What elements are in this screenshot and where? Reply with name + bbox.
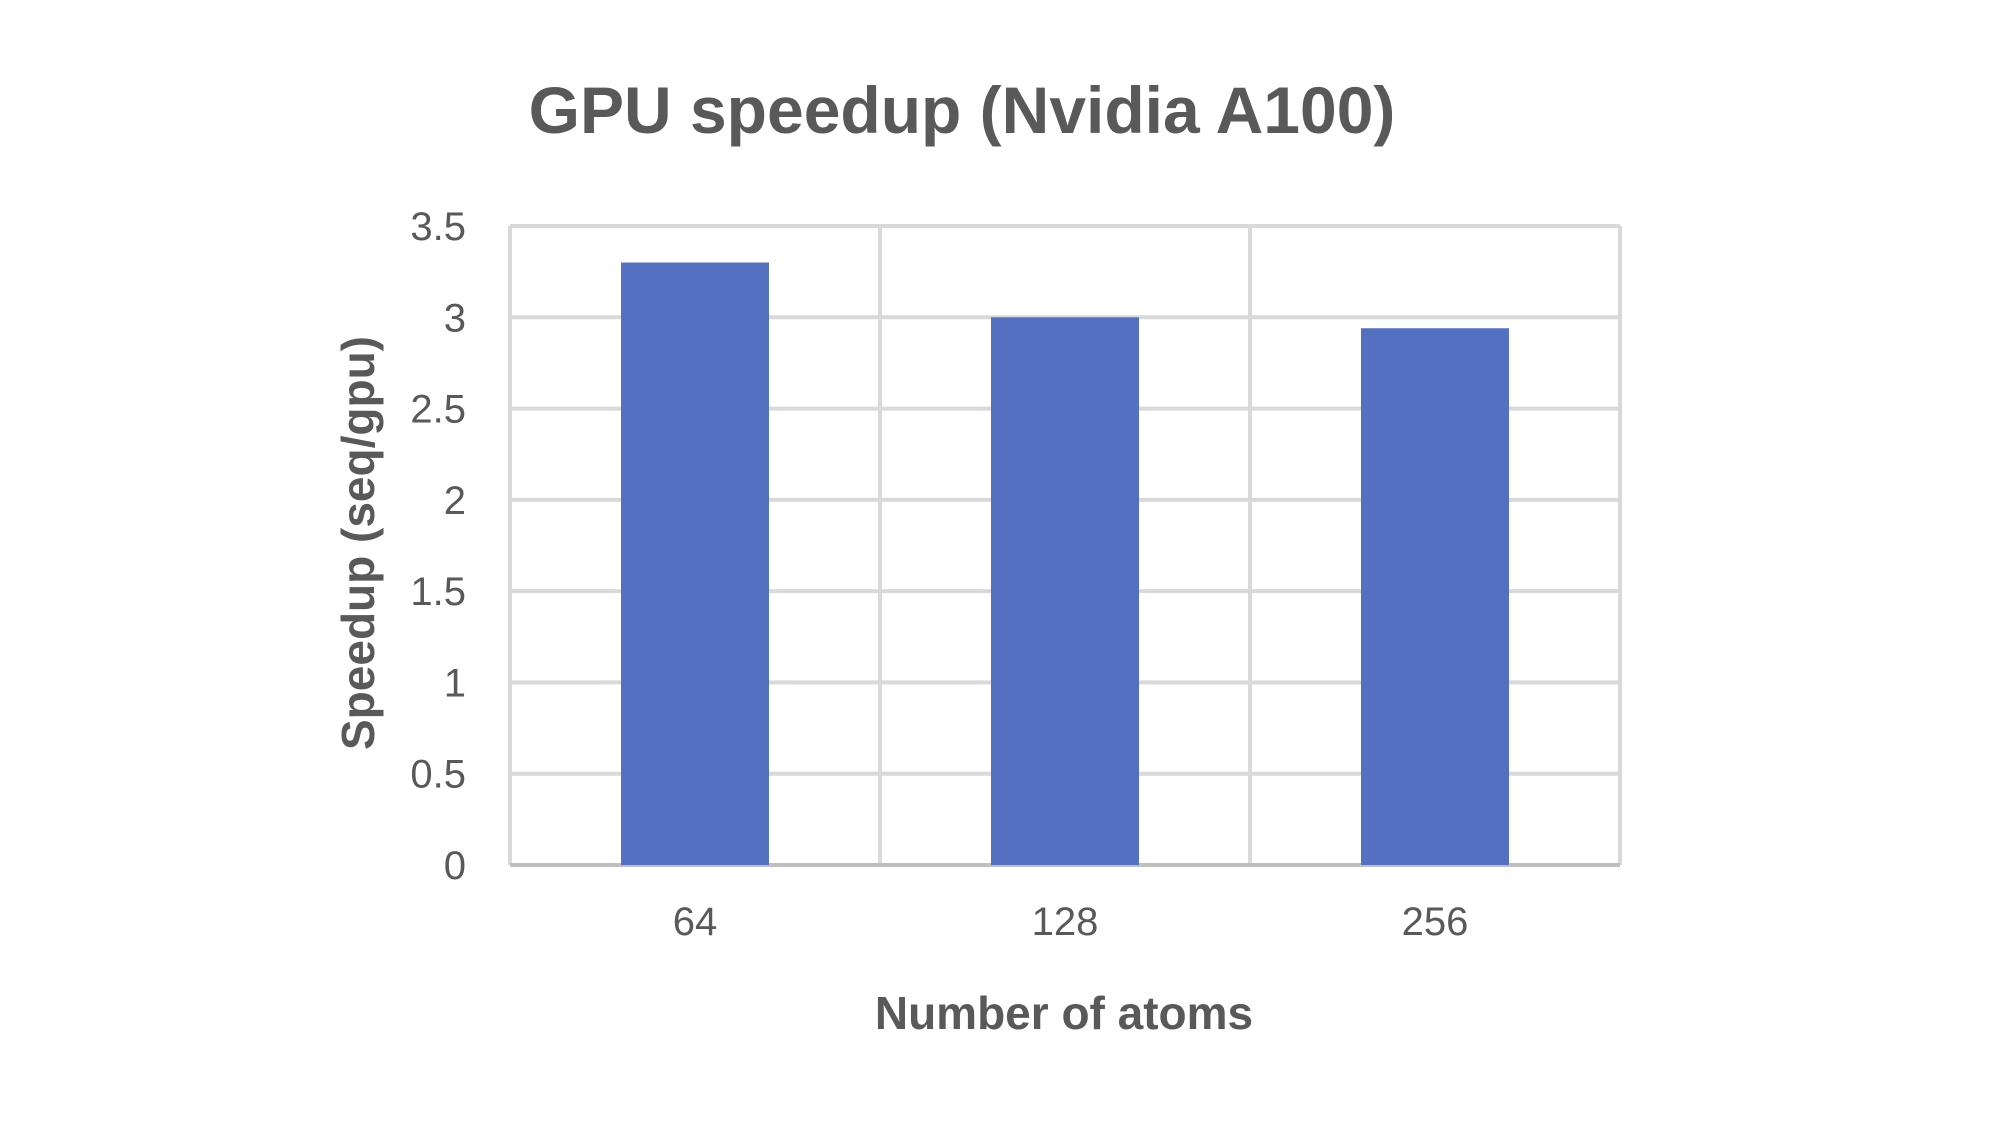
y-tick-label-6: 3 [444,296,466,340]
bar-256 [1361,328,1509,865]
y-tick-label-0: 0 [444,844,466,888]
x-tick-label-64: 64 [673,900,718,944]
y-tick-label-1: 0.5 [410,753,466,797]
bar-128 [991,317,1139,865]
x-tick-label-256: 256 [1402,900,1469,944]
chart-title: GPU speedup (Nvidia A100) [529,73,1396,147]
x-tick-label-128: 128 [1032,900,1099,944]
bar-64 [621,262,769,865]
bars [621,262,1509,865]
x-axis-title: Number of atoms [875,987,1253,1039]
y-axis-ticks: 0 0.5 1 1.5 2 2.5 3 3.5 [410,205,466,888]
x-axis-ticks: 64 128 256 [673,900,1469,944]
y-axis-title: Speedup (seq/gpu) [332,336,384,750]
y-tick-label-5: 2.5 [410,388,466,432]
y-tick-label-3: 1.5 [410,570,466,614]
y-tick-label-4: 2 [444,479,466,523]
y-tick-label-2: 1 [444,661,466,705]
y-tick-label-7: 3.5 [410,205,466,249]
